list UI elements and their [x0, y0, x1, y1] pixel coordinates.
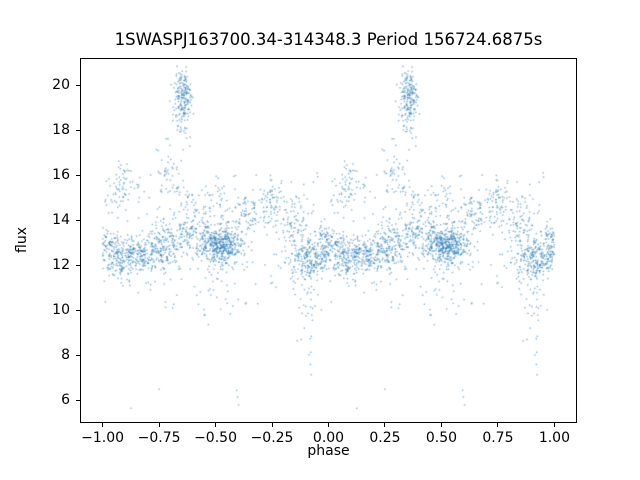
y-tick-mark: [76, 264, 80, 266]
x-tick-label: 0.50: [425, 430, 458, 446]
x-tick-mark: [497, 423, 499, 427]
x-tick-mark: [215, 423, 217, 427]
x-tick-label: −1.00: [81, 430, 125, 446]
y-tick-mark: [76, 354, 80, 356]
y-tick-label: 20: [52, 76, 70, 93]
y-tick-mark: [76, 219, 80, 221]
x-tick-mark: [102, 423, 104, 427]
x-tick-mark: [271, 423, 273, 427]
y-tick-label: 16: [52, 166, 70, 183]
y-tick-mark: [76, 129, 80, 131]
x-tick-label: 0.25: [369, 430, 401, 446]
y-tick-label: 6: [61, 391, 70, 408]
x-tick-mark: [440, 423, 442, 427]
y-tick-mark: [76, 84, 80, 86]
x-tick-label: −0.25: [250, 430, 294, 446]
chart-title: 1SWASPJ163700.34-314348.3 Period 156724.…: [114, 30, 543, 49]
x-tick-label: 1.00: [538, 430, 570, 446]
y-tick-mark: [76, 309, 80, 311]
x-tick-mark: [328, 423, 329, 427]
y-tick-label: 10: [52, 301, 70, 318]
y-axis-label: flux: [14, 227, 30, 253]
plot-area: [80, 58, 577, 423]
y-tick-mark: [76, 399, 80, 401]
y-tick-label: 12: [52, 256, 70, 273]
y-tick-mark: [76, 174, 80, 176]
y-tick-label: 8: [61, 346, 70, 363]
y-tick-label: 18: [52, 121, 70, 138]
x-axis-label: phase: [307, 443, 350, 459]
x-tick-mark: [158, 423, 160, 427]
x-tick-mark: [384, 423, 386, 427]
x-tick-label: 0.00: [312, 430, 345, 446]
x-tick-label: 0.75: [482, 430, 514, 446]
x-tick-label: −0.75: [137, 430, 181, 446]
x-tick-mark: [553, 423, 555, 427]
y-tick-label: 14: [52, 211, 70, 228]
x-tick-label: −0.50: [194, 430, 237, 446]
